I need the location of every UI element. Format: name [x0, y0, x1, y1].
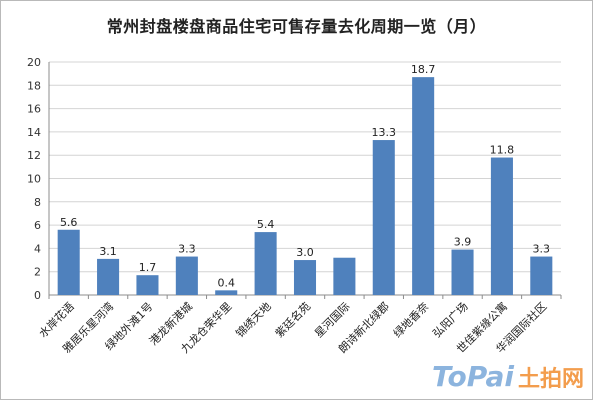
bar — [215, 290, 238, 295]
watermark-cjk: 土拍网 — [517, 367, 584, 392]
bar — [175, 256, 198, 295]
y-tick-label: 4 — [34, 242, 41, 255]
bar — [254, 232, 277, 295]
bar — [293, 260, 317, 295]
y-tick-label: 8 — [34, 196, 41, 209]
y-tick-label: 6 — [34, 219, 41, 232]
x-tick-label: 水岸花语 — [37, 300, 77, 340]
bar — [451, 249, 474, 295]
data-label: 3.3 — [178, 243, 196, 256]
data-label: 0.4 — [217, 276, 235, 289]
y-tick-label: 18 — [27, 79, 41, 92]
watermark-logo: ToPai 土拍网 — [432, 360, 584, 393]
x-tick-label: 星河国际 — [312, 300, 352, 340]
y-tick-label: 10 — [27, 173, 41, 186]
data-label: 3.3 — [533, 243, 551, 256]
data-label: 3.1 — [99, 245, 117, 258]
y-tick-label: 16 — [27, 103, 41, 116]
y-tick-label: 12 — [27, 149, 41, 162]
data-label: 5.6 — [60, 216, 78, 229]
bar — [333, 257, 356, 295]
data-label: 11.8 — [490, 144, 515, 157]
data-label: 13.3 — [372, 126, 397, 139]
data-label: 3.0 — [296, 246, 314, 259]
y-tick-label: 14 — [27, 126, 41, 139]
bar — [530, 256, 553, 295]
data-label: 1.7 — [139, 261, 157, 274]
data-label: 18.7 — [411, 63, 436, 76]
x-tick-label: 弘阳广场 — [430, 299, 471, 340]
y-tick-label: 20 — [27, 56, 41, 69]
chart-title: 常州封盘楼盘商品住宅可售存量去化周期一览（月） — [106, 17, 487, 36]
bar — [97, 258, 120, 295]
data-label: 5.4 — [257, 218, 275, 231]
x-tick-label: 锦绣天地 — [233, 299, 274, 340]
watermark-latin: ToPai — [432, 360, 514, 393]
data-label: 3.9 — [454, 236, 472, 249]
bar — [372, 140, 395, 295]
y-tick-label: 2 — [34, 266, 41, 279]
x-tick-label: 绿地香奈 — [390, 299, 431, 340]
bar — [136, 275, 159, 295]
bar — [490, 157, 513, 295]
bar — [57, 229, 80, 295]
bar — [412, 77, 435, 296]
x-tick-label: 紫廷名苑 — [272, 299, 313, 340]
y-tick-label: 0 — [34, 289, 41, 302]
